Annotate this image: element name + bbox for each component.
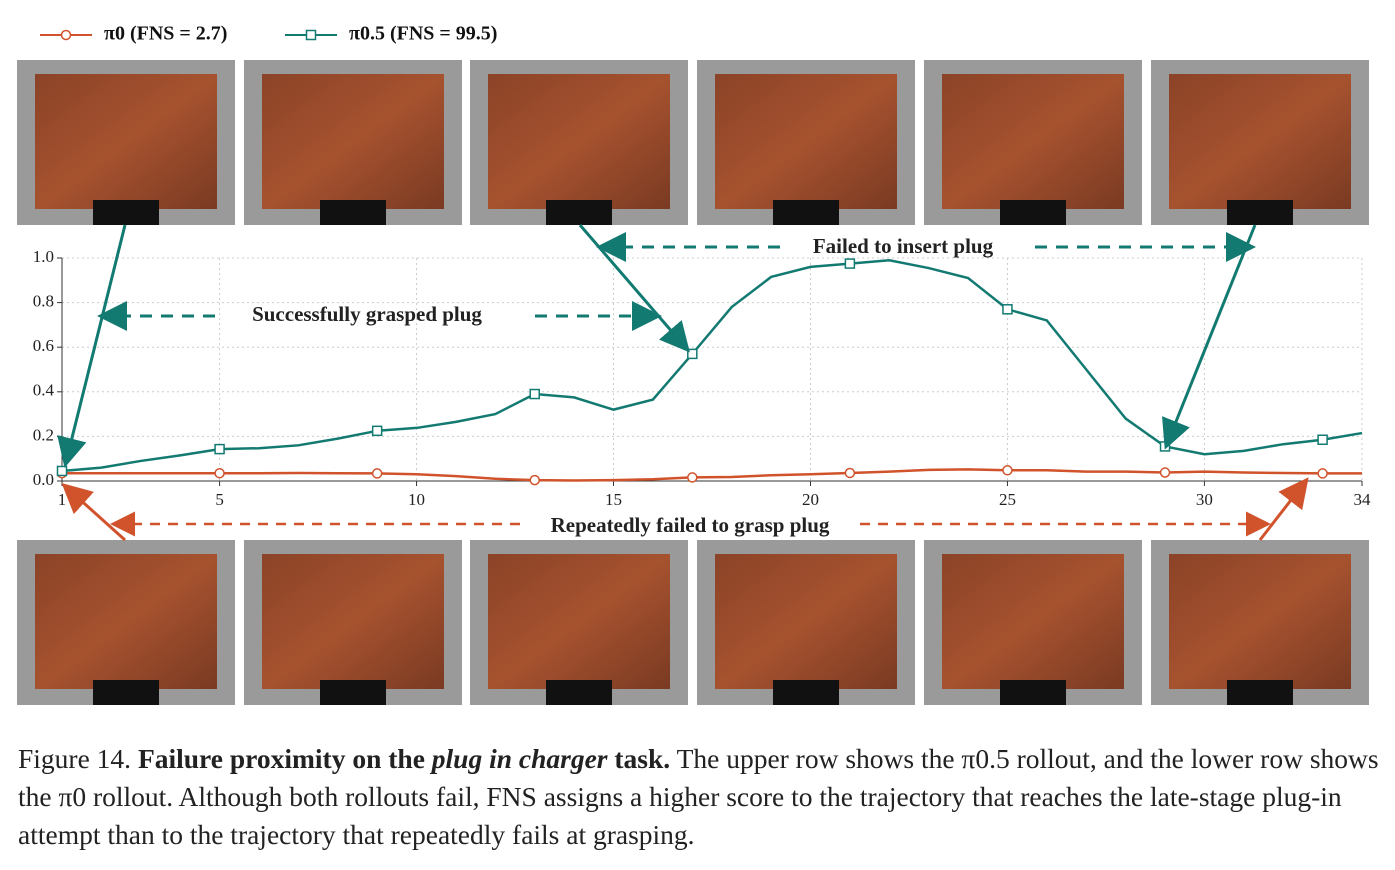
rollout-frame <box>697 60 915 225</box>
x-tick-label: 25 <box>999 490 1016 509</box>
y-tick-label: 0.2 <box>33 425 54 444</box>
frame-table <box>715 74 897 209</box>
frame-table <box>715 554 897 689</box>
frame-table <box>35 554 217 689</box>
annotation: Successfully grasped plug <box>252 302 482 326</box>
x-tick-label: 34 <box>1354 490 1372 509</box>
frame-table <box>262 74 444 209</box>
rollout-frame <box>924 60 1142 225</box>
rollout-frame <box>470 60 688 225</box>
frame-charger <box>320 200 386 225</box>
frame-table <box>488 74 670 209</box>
x-tick-label: 15 <box>605 490 622 509</box>
rollout-frame <box>697 540 915 705</box>
y-tick-label: 0.8 <box>33 292 54 311</box>
series-line <box>61 258 1363 473</box>
marker <box>214 467 225 479</box>
rollout-frame <box>1151 60 1369 225</box>
rollout-frame <box>244 540 462 705</box>
frame-table <box>942 74 1124 209</box>
marker <box>844 467 856 479</box>
caption: Figure 14. Failure proximity on the plug… <box>18 740 1390 854</box>
rollout-frame <box>924 540 1142 705</box>
frame-table <box>35 74 217 209</box>
frame-charger <box>546 200 612 225</box>
frame-table <box>262 554 444 689</box>
caption-label: Figure 14. <box>18 743 132 774</box>
marker <box>371 468 383 479</box>
marker <box>56 465 68 477</box>
x-tick-label: 30 <box>1196 490 1213 509</box>
marker <box>1002 304 1013 315</box>
annotation-arrows <box>57 224 1309 542</box>
frame-charger <box>93 680 159 705</box>
frame-table <box>942 554 1124 689</box>
frame-charger <box>1000 680 1066 705</box>
y-tick-label: 0.0 <box>33 470 54 489</box>
frame-table <box>1169 74 1351 209</box>
rollout-frame <box>17 60 235 225</box>
grid: 0.00.20.40.60.81.01 5 10 15 20 25 30 34 <box>33 247 1371 509</box>
frame-table <box>1169 554 1351 689</box>
arrow <box>578 224 690 353</box>
legend-label: π0.5 (FNS = 99.5) <box>349 23 497 45</box>
rollout-frame <box>17 540 235 705</box>
frame-charger <box>1000 200 1066 225</box>
marker <box>1002 465 1013 476</box>
y-tick-label: 0.6 <box>33 336 54 355</box>
caption-text: The upper row shows the π0.5 rollout, an… <box>18 743 1379 850</box>
annotation: Failed to insert plug <box>813 234 994 258</box>
legend-marker <box>60 29 72 41</box>
arrow <box>1258 477 1309 541</box>
caption-title: Failure proximity on the <box>137 743 425 774</box>
x-tick-label: 10 <box>408 490 425 509</box>
annotation: Repeatedly failed to grasp plug <box>551 513 830 537</box>
marker <box>529 474 540 486</box>
frame-charger <box>773 680 839 705</box>
marker <box>371 425 383 437</box>
y-tick-label: 0.4 <box>33 381 55 400</box>
frame-charger <box>773 200 839 225</box>
marker <box>687 348 698 360</box>
arrow <box>1162 224 1257 450</box>
frame-charger <box>93 200 159 225</box>
frame-charger <box>546 680 612 705</box>
arrow <box>61 482 127 542</box>
rollout-frame <box>244 60 462 225</box>
marker <box>529 388 540 400</box>
x-tick-label: 1 <box>58 490 67 509</box>
rollout-frame <box>470 540 688 705</box>
x-tick-label: 5 <box>215 490 224 509</box>
rollout-frame <box>1151 540 1369 705</box>
frame-charger <box>320 680 386 705</box>
frame-charger <box>1227 680 1293 705</box>
marker <box>1159 467 1171 478</box>
series-line <box>62 468 1362 482</box>
y-tick-label: 1.0 <box>33 247 54 266</box>
caption-title-italic: plug in charger <box>431 743 608 774</box>
marker <box>1317 468 1328 479</box>
x-tick-label: 20 <box>802 490 819 509</box>
caption-title: task. <box>614 743 671 774</box>
frame-charger <box>1227 200 1293 225</box>
legend-marker <box>305 29 317 41</box>
frame-table <box>488 554 670 689</box>
frames <box>17 60 1369 705</box>
chart: 0.00.20.40.60.81.01 5 10 15 20 25 30 34 Success… <box>17 23 1371 705</box>
marker <box>844 258 856 269</box>
marker <box>1317 434 1328 445</box>
arrow <box>57 224 127 468</box>
plot <box>56 258 1363 486</box>
marker <box>214 443 225 455</box>
legend-label: π0 (FNS = 2.7) <box>104 23 227 45</box>
marker <box>687 472 698 483</box>
